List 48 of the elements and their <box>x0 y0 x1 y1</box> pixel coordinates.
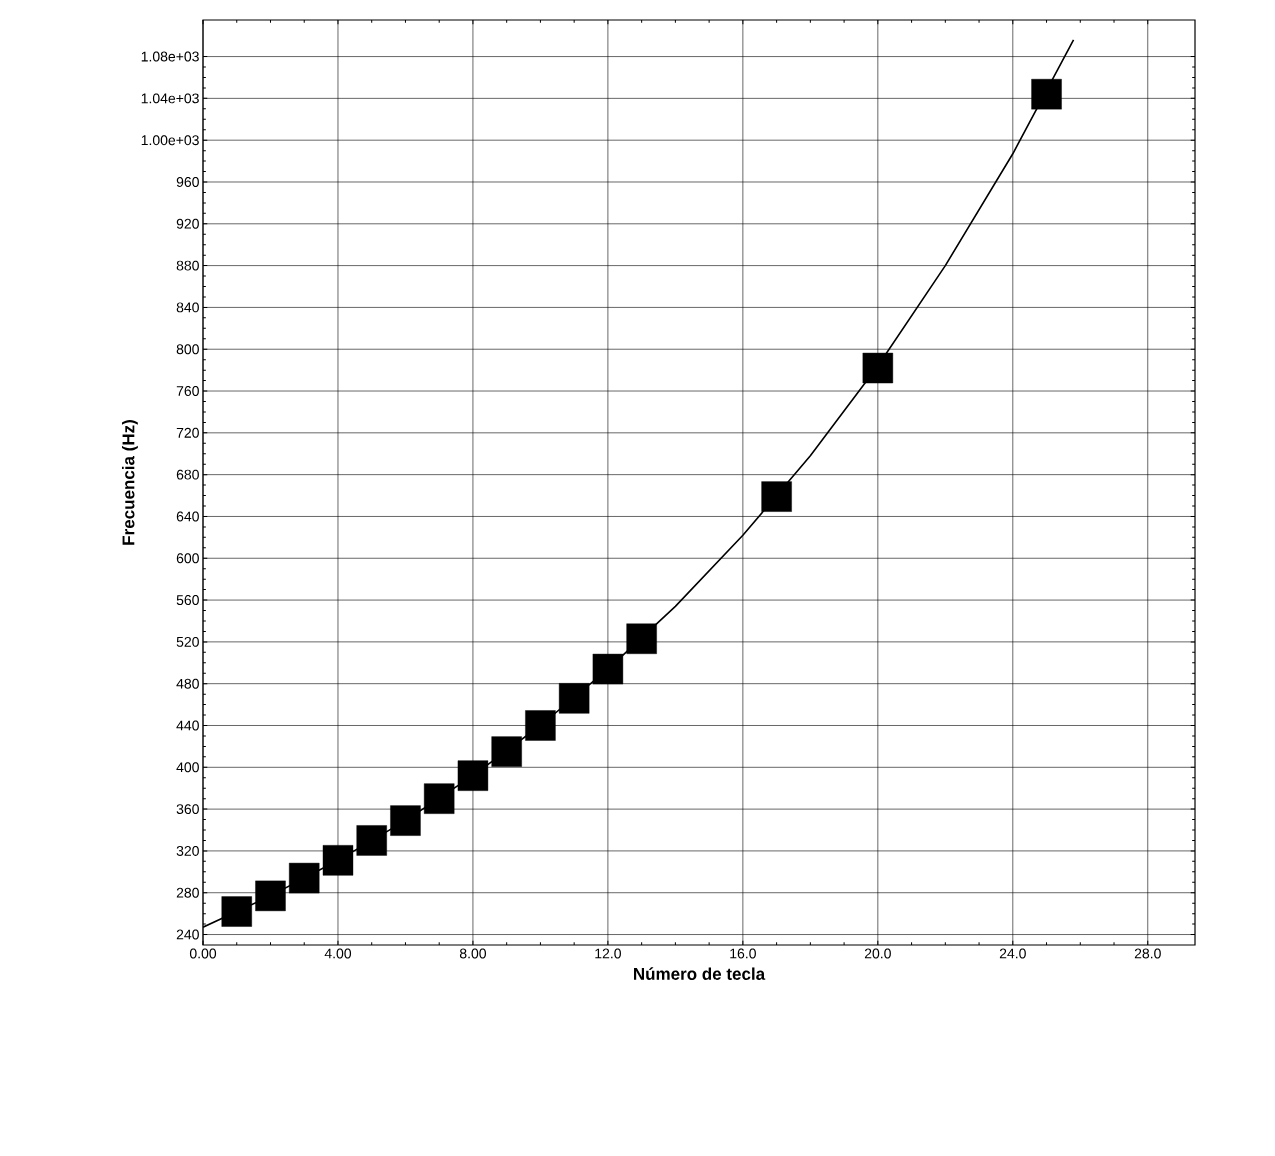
point <box>457 760 489 791</box>
x-axis-title: Número de tecla <box>634 967 766 980</box>
x-tick-label: 20.0 <box>864 948 891 959</box>
point <box>255 880 286 912</box>
x-tick-label: 0.00 <box>189 948 217 959</box>
y-tick-label: 1.08e+03 <box>141 51 199 62</box>
point <box>592 653 624 685</box>
y-tick-label: 560 <box>176 595 199 606</box>
x-tick-label: 4.00 <box>324 948 352 959</box>
y-tick-label: 280 <box>176 887 199 898</box>
point <box>424 783 455 814</box>
y-tick-label: 1.00e+03 <box>141 135 199 146</box>
y-tick-label: 1.04e+03 <box>141 93 199 104</box>
point <box>390 805 421 836</box>
y-tick-label: 720 <box>176 427 199 438</box>
y-tick-label: 800 <box>176 344 199 355</box>
point <box>1031 78 1062 110</box>
point <box>626 623 657 654</box>
x-tick-label: 12.0 <box>595 948 621 959</box>
x-tick-label: 16.0 <box>730 948 756 959</box>
y-tick-label: 520 <box>176 636 199 647</box>
y-tick-label: 600 <box>176 553 199 564</box>
point <box>761 481 792 512</box>
point <box>862 352 894 384</box>
y-tick-label: 680 <box>176 469 199 480</box>
point <box>221 896 252 927</box>
point <box>525 710 556 741</box>
x-tick-label: 28.0 <box>1134 948 1161 959</box>
y-tick-label: 240 <box>176 929 199 940</box>
point <box>558 683 590 714</box>
y-tick-label: 760 <box>176 386 199 396</box>
point <box>491 736 522 767</box>
y-tick-label: 840 <box>176 302 199 313</box>
y-tick-label: 480 <box>176 678 199 689</box>
point <box>289 862 320 894</box>
point <box>356 825 387 856</box>
y-tick-label: 440 <box>176 720 199 731</box>
y-axis-title: Frecuencia (Hz) <box>121 420 138 545</box>
y-tick-label: 360 <box>176 804 199 815</box>
y-tick-label: 880 <box>176 260 199 271</box>
point <box>322 845 354 876</box>
y-tick-label: 640 <box>176 511 199 522</box>
y-tick-label: 960 <box>176 177 199 187</box>
y-tick-label: 400 <box>176 762 199 773</box>
y-tick-label: 320 <box>176 845 199 856</box>
x-tick-label: 8.00 <box>459 948 487 959</box>
y-tick-label: 920 <box>176 218 199 229</box>
x-tick-label: 24.0 <box>999 948 1026 959</box>
